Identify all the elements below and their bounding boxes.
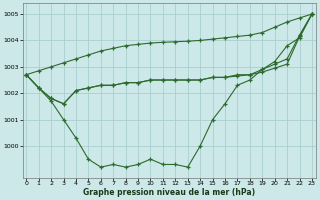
X-axis label: Graphe pression niveau de la mer (hPa): Graphe pression niveau de la mer (hPa) — [83, 188, 255, 197]
